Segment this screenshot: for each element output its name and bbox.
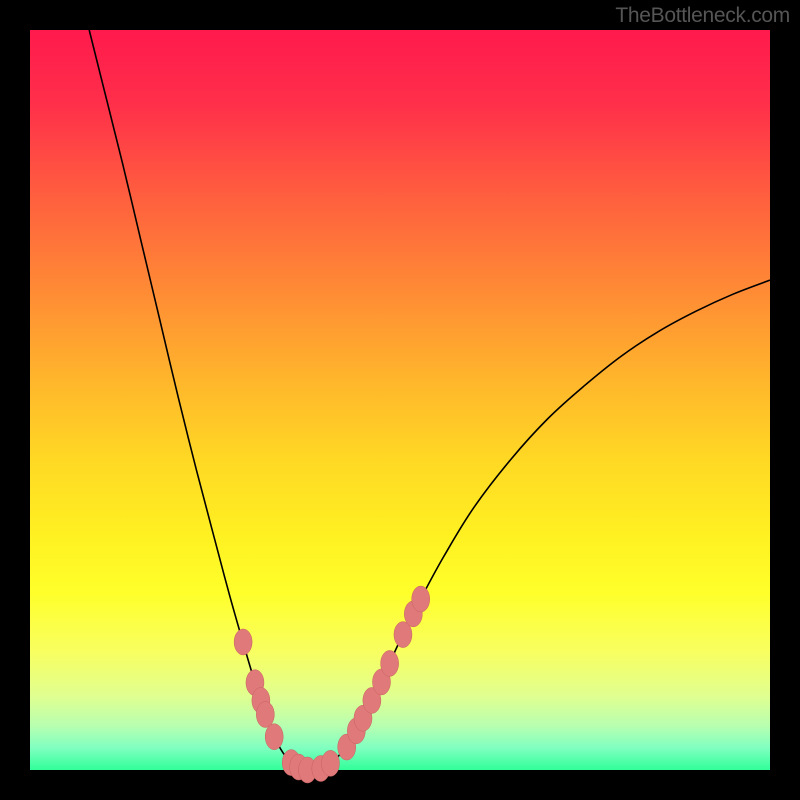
curve-marker	[412, 586, 430, 612]
chart-container: TheBottleneck.com	[0, 0, 800, 800]
curve-marker	[265, 724, 283, 750]
curve-marker	[256, 702, 274, 728]
watermark-text: TheBottleneck.com	[615, 4, 790, 28]
chart-svg	[0, 0, 800, 800]
plot-background	[30, 30, 770, 770]
curve-marker	[321, 750, 339, 776]
curve-marker	[234, 629, 252, 655]
curve-marker	[381, 650, 399, 676]
